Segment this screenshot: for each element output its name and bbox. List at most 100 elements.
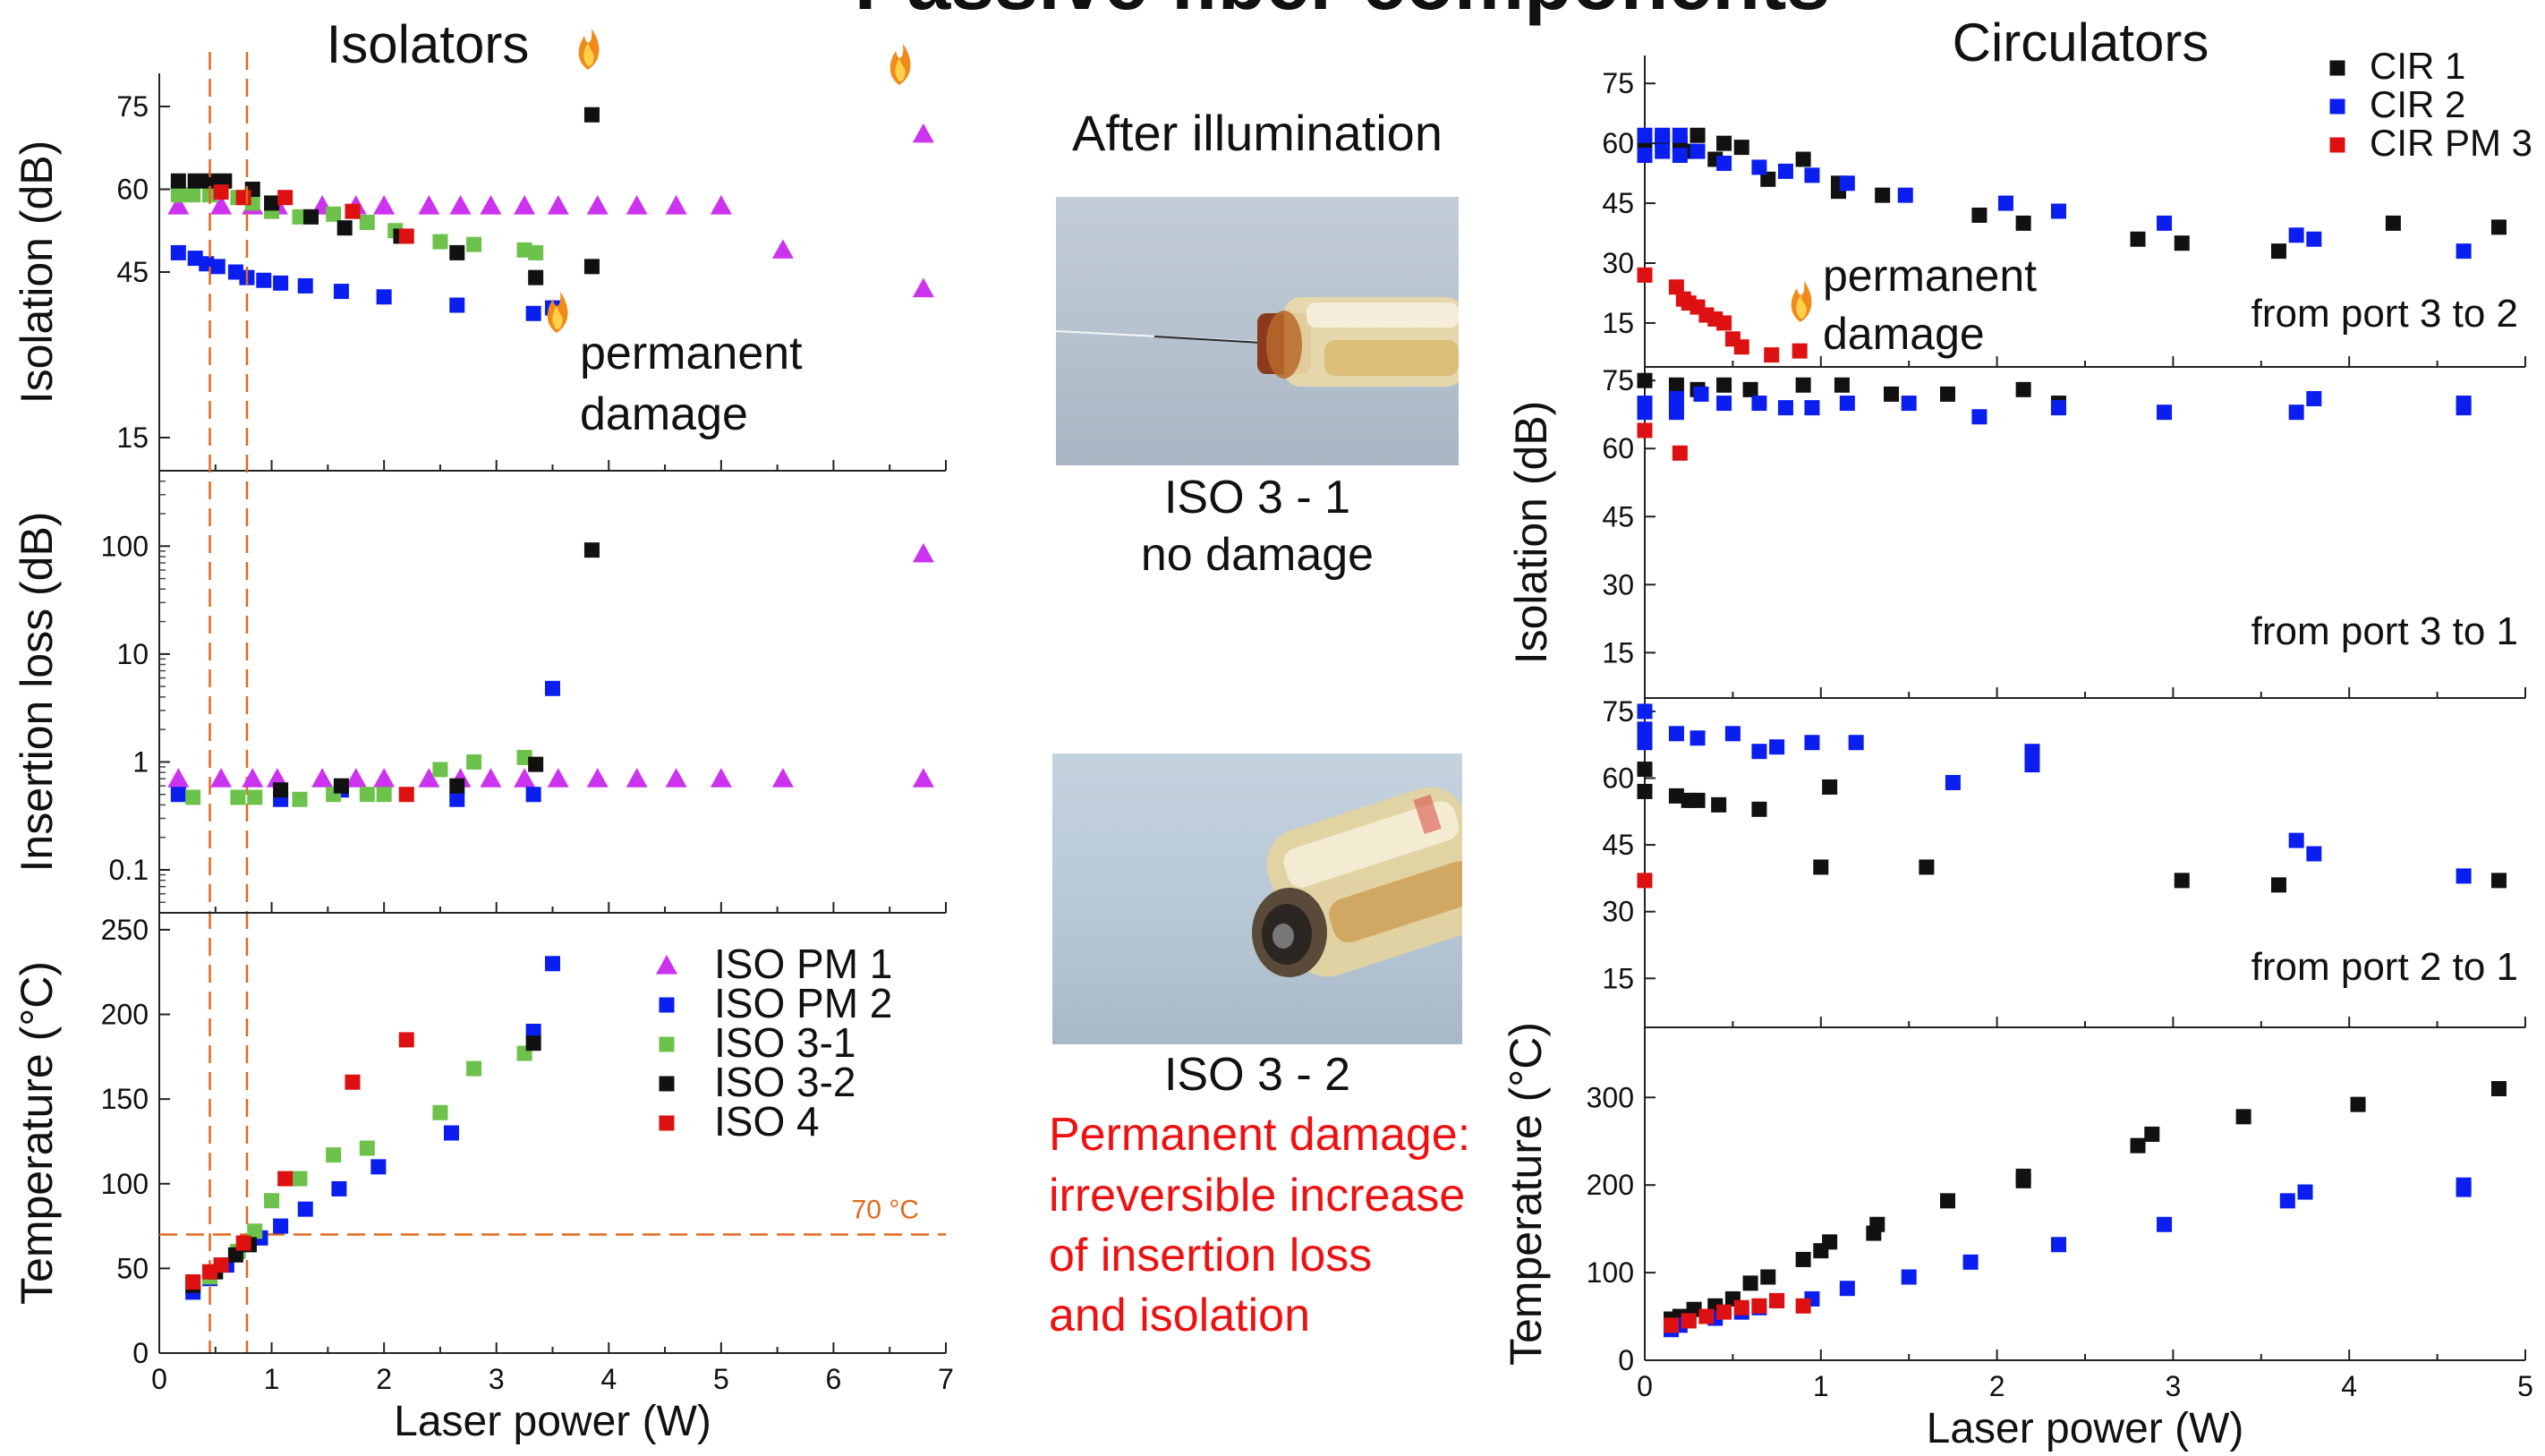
y-tick-label: 1: [132, 745, 149, 778]
y-tick-label: 0.1: [109, 854, 149, 886]
iso31-caption-line1: ISO 3 - 1: [1164, 472, 1350, 524]
data-point: [1751, 801, 1767, 817]
data-point: [771, 239, 794, 259]
data-point: [1716, 135, 1732, 151]
y-tick-label: 60: [1602, 432, 1634, 464]
y-tick-label: 45: [116, 256, 149, 288]
y-tick-label: 30: [1602, 896, 1634, 928]
series-iso-4: [185, 1032, 414, 1290]
data-point: [345, 1074, 361, 1090]
data-point: [545, 956, 560, 972]
data-point: [297, 277, 313, 294]
data-point: [2297, 1184, 2313, 1200]
data-point: [167, 768, 190, 788]
iso31-photo: [1056, 197, 1459, 465]
iso-annotation-line1: permanent: [580, 328, 803, 379]
y-axis-label: Temperature (°C): [1501, 1022, 1551, 1366]
data-point: [1919, 859, 1935, 875]
data-point: [1655, 143, 1671, 159]
data-point: [912, 123, 934, 143]
legend-item-iso-pm-1: ISO PM 1: [656, 941, 892, 987]
data-point: [359, 787, 375, 803]
data-point: [2050, 203, 2066, 219]
legend-marker: [656, 955, 677, 975]
data-point: [547, 195, 569, 215]
data-point: [213, 1257, 229, 1273]
legend-label: CIR PM 3: [2370, 122, 2532, 164]
data-point: [525, 787, 541, 803]
iso31-caption-line2: no damage: [1141, 529, 1374, 581]
circulator-temperature-panel: 0 100 200 300 0 1 2 3 4 5 Temperature (°C) Laser po…: [1501, 1022, 2533, 1452]
data-point: [2024, 757, 2040, 773]
data-point: [514, 195, 536, 215]
data-point: [1690, 127, 1706, 143]
x-tick-label: 3: [489, 1363, 505, 1395]
data-point: [1971, 207, 1987, 223]
y-tick-label: 30: [1602, 568, 1634, 600]
x-tick-label: 5: [713, 1363, 729, 1395]
data-point: [1668, 788, 1684, 804]
data-point: [167, 195, 190, 215]
data-point: [449, 778, 465, 794]
data-point: [1716, 315, 1732, 331]
data-point: [242, 768, 264, 788]
data-point: [1693, 386, 1709, 402]
data-point: [1690, 730, 1706, 746]
legend-label: CIR 2: [2370, 83, 2465, 125]
data-point: [1962, 1254, 1979, 1270]
data-point: [1668, 404, 1684, 421]
y-tick-label: 250: [101, 914, 149, 946]
data-point: [1664, 1317, 1680, 1333]
data-point: [1698, 1308, 1715, 1324]
data-point: [1716, 377, 1732, 393]
data-point: [2050, 1237, 2066, 1253]
data-point: [2130, 1137, 2146, 1154]
data-point: [1668, 390, 1684, 406]
data-point: [1668, 279, 1684, 295]
data-point: [264, 195, 280, 211]
series-cir-2: [1664, 1177, 2472, 1338]
series-cir-1: [1664, 1081, 2507, 1327]
x-tick-label: 3: [2166, 1370, 2182, 1402]
y-tick-label: 15: [1602, 636, 1634, 668]
data-point: [1795, 377, 1811, 393]
isolator-insertion-loss-panel: 0.1 1 10 100 Insertion loss (dB): [12, 471, 947, 914]
data-point: [1971, 409, 1987, 425]
data-point: [336, 220, 353, 236]
data-point: [398, 787, 414, 803]
data-point: [2306, 231, 2322, 247]
data-point: [1875, 187, 1891, 203]
data-point: [1742, 1275, 1758, 1291]
data-point: [2270, 877, 2286, 893]
data-point: [345, 768, 367, 788]
data-point: [710, 768, 732, 788]
legend-marker: [659, 997, 675, 1013]
data-point: [1792, 343, 1808, 359]
data-point: [2350, 1096, 2366, 1112]
x-axis-label: Laser power (W): [1927, 1405, 2244, 1452]
data-point: [525, 1023, 541, 1039]
series-iso-3-2: [273, 542, 600, 798]
flame-inner: [1796, 295, 1807, 319]
data-point: [311, 768, 334, 788]
damage-text-line2: irreversible increase: [1049, 1170, 1465, 1222]
isolators-title: Isolators: [327, 14, 530, 74]
data-point: [213, 184, 229, 200]
series-cir-pm-3: [1637, 873, 1653, 889]
data-point: [1834, 377, 1850, 393]
legend-label: ISO PM 1: [714, 941, 892, 987]
data-point: [273, 275, 289, 291]
data-point: [1637, 873, 1653, 889]
data-point: [1997, 195, 2013, 211]
data-point: [185, 789, 201, 805]
x-tick-label: 6: [826, 1363, 842, 1395]
data-point: [2490, 1081, 2507, 1097]
y-tick-label: 100: [101, 530, 149, 562]
circulator-2to1-panel: 15 30 45 60 75 from port 2 to 1: [1602, 695, 2526, 1028]
legend-label: ISO 3-1: [714, 1019, 856, 1066]
data-point: [1769, 1292, 1785, 1308]
series-cir-2: [1637, 386, 2472, 425]
y-tick-label: 100: [101, 1168, 149, 1200]
data-point: [2174, 235, 2190, 251]
data-point: [514, 768, 536, 788]
